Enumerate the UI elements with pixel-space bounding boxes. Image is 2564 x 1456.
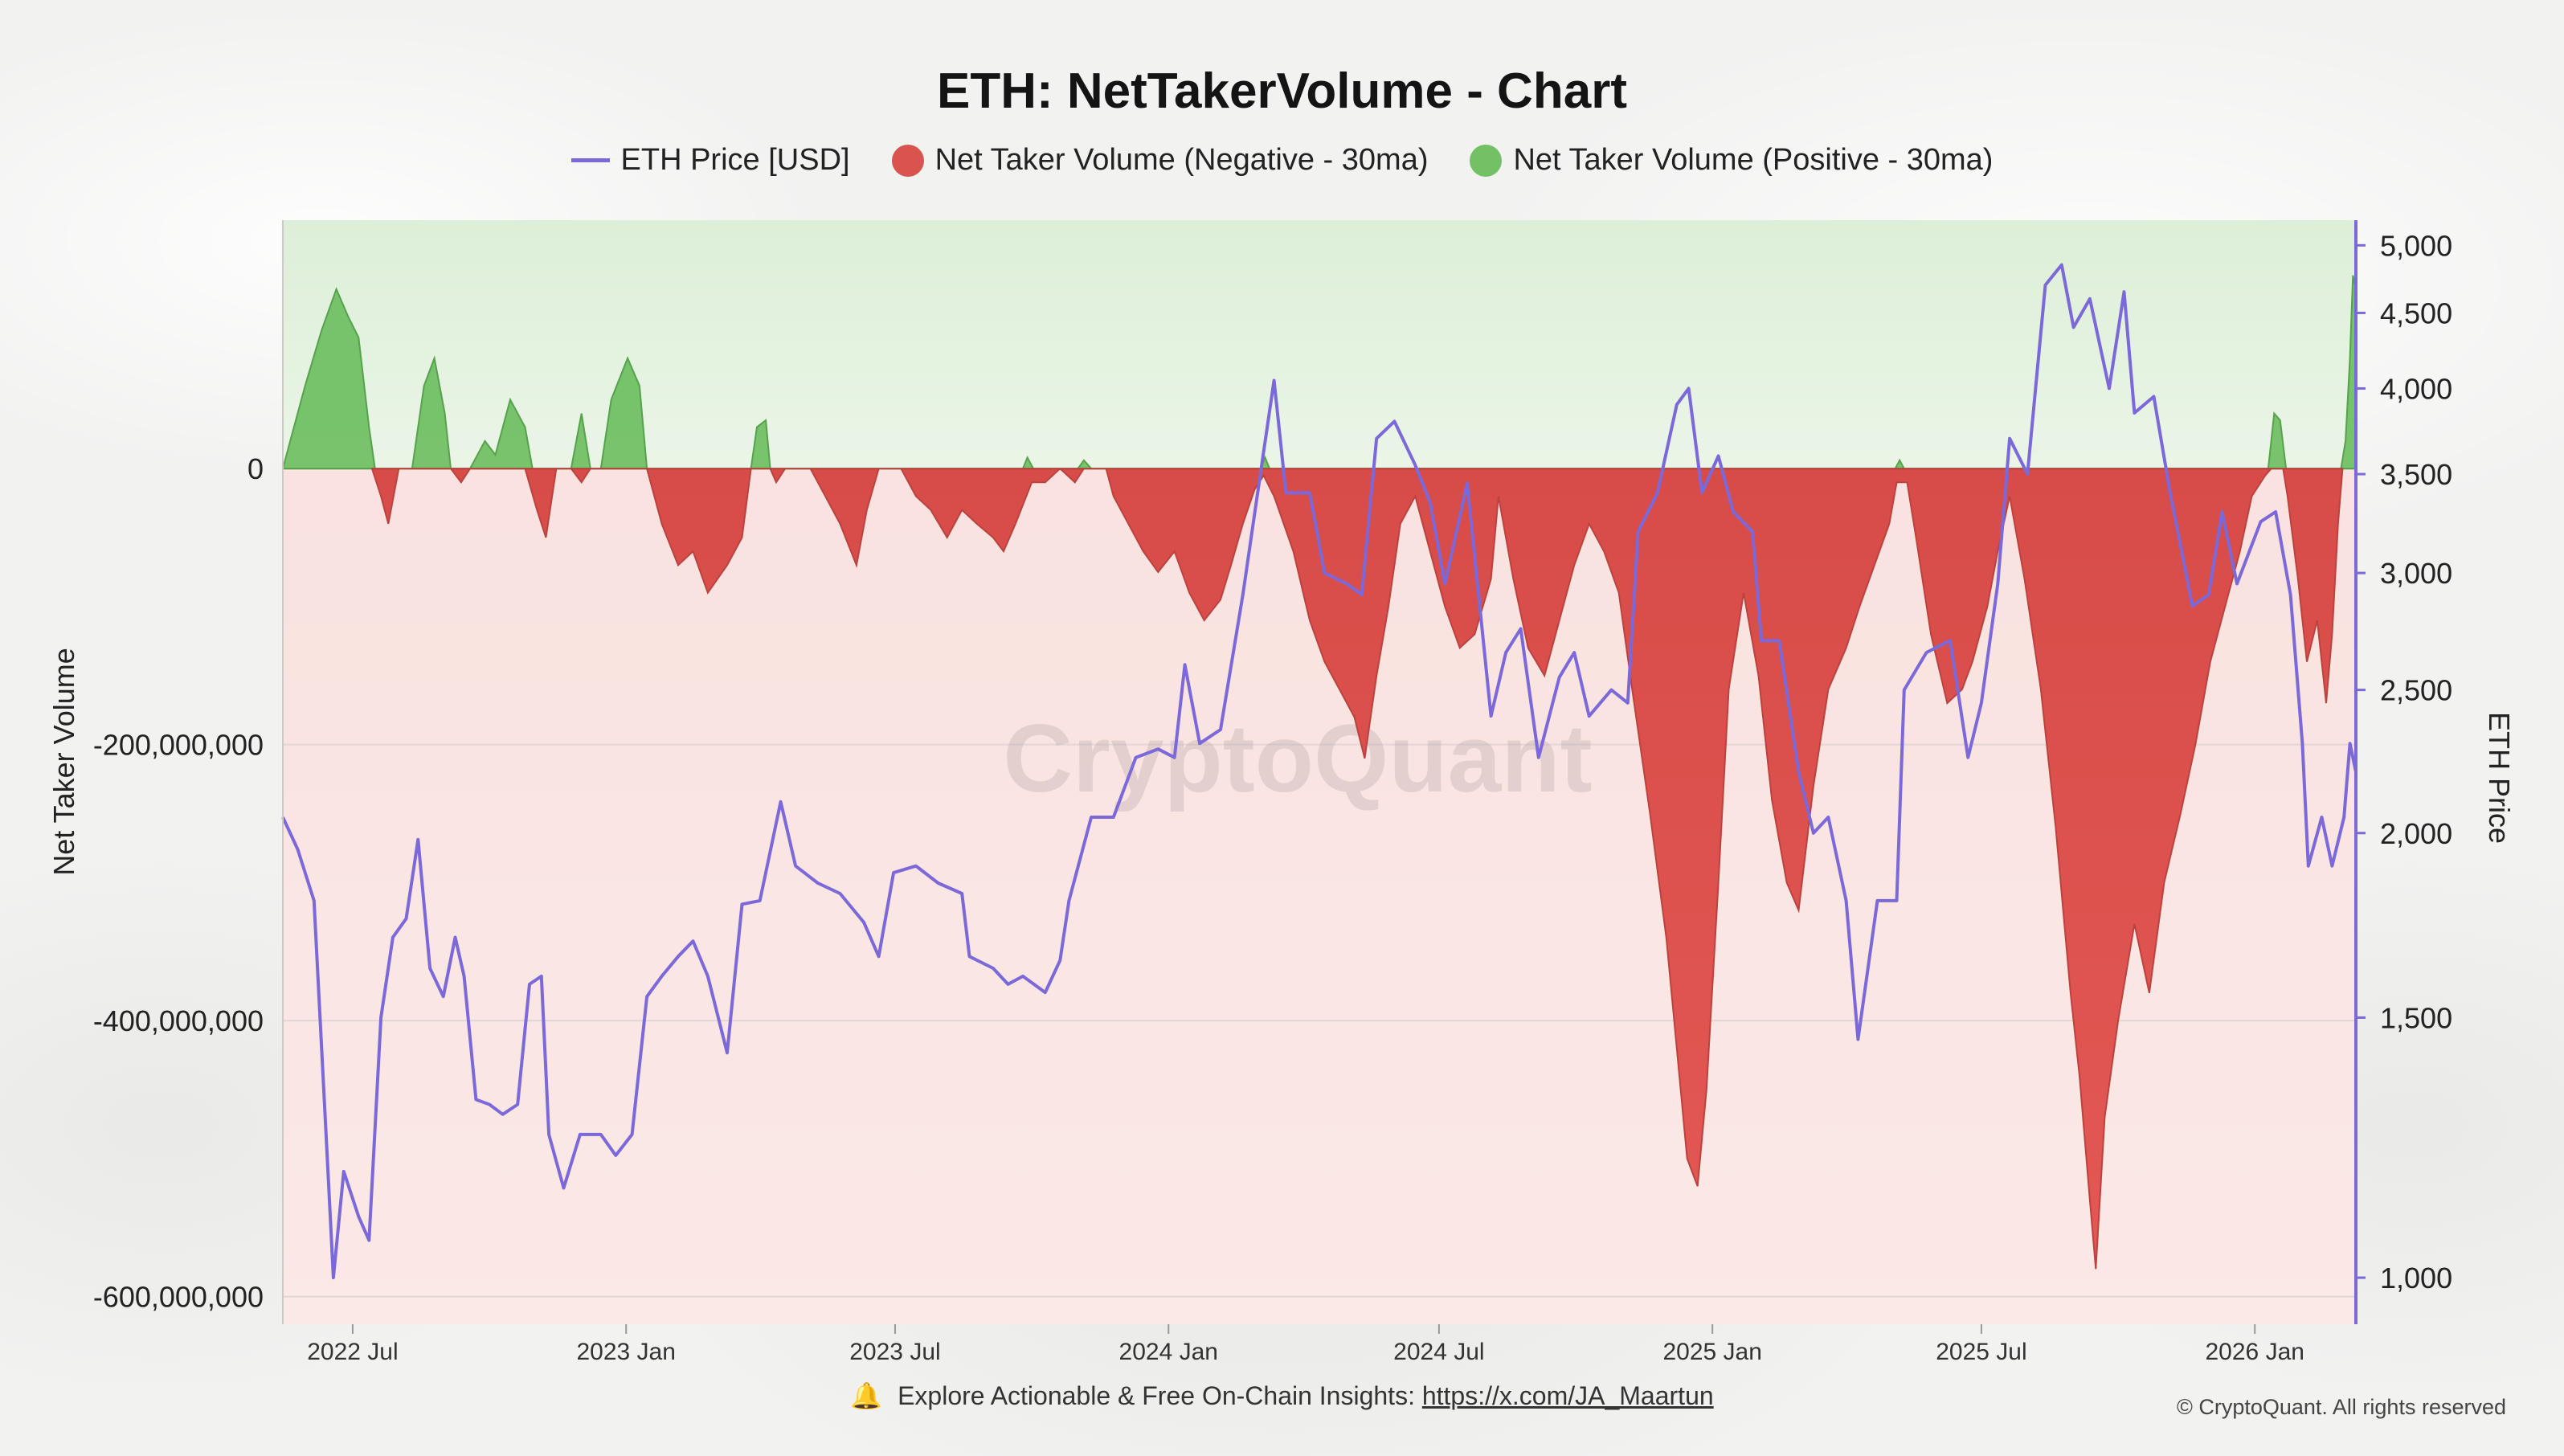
legend-dot-icon [891,144,924,177]
copyright: © CryptoQuant. All rights reserved [2176,1395,2506,1419]
y2-tick-label: 3,000 [2380,557,2452,590]
x-tick-label: 2023 Jan [576,1339,675,1365]
legend-label-positive: Net Taker Volume (Positive - 30ma) [1513,143,1994,177]
legend-dot-icon [1470,144,1503,177]
y-tick-label: -600,000,000 [93,1281,264,1314]
tick-labels: 0 -200,000,000 -400,000,000 -600,000,000 1,0… [93,229,2452,1365]
y-tick-label: -200,000,000 [93,729,264,762]
bell-icon: 🔔 [850,1381,883,1410]
legend-item-positive[interactable]: Net Taker Volume (Positive - 30ma) [1470,143,1993,178]
x-tick-label: 2024 Jul [1393,1339,1484,1365]
y2-tick-label: 4,500 [2380,297,2452,329]
watermark: CryptoQuant [1003,705,1592,812]
x-tick-label: 2026 Jan [2206,1339,2304,1365]
y-tick-label: -400,000,000 [93,1004,264,1037]
y2-tick-label: 3,500 [2380,458,2452,491]
series-layer [281,263,2357,1280]
x-tick-label: 2023 Jul [849,1339,940,1365]
legend-label-eth-price: ETH Price [USD] [620,143,850,177]
x-tick-label: 2025 Jan [1662,1339,1761,1365]
y2-tick-label: 4,000 [2380,372,2452,405]
legend-line-icon [570,158,610,162]
y-axis-label-right: ETH Price [2483,712,2516,844]
y2-tick-label: 2,000 [2380,817,2452,850]
legend-label-negative: Net Taker Volume (Negative - 30ma) [934,143,1429,177]
x-tick-label: 2022 Jul [307,1339,398,1365]
y-axis-label-left: Net Taker Volume [47,648,80,875]
footer-link[interactable]: https://x.com/JA_Maartun [1421,1381,1714,1410]
legend-item-eth-price[interactable]: ETH Price [USD] [570,143,850,178]
x-tick-label: 2024 Jan [1119,1339,1218,1365]
footer-text: Explore Actionable & Free On-Chain Insig… [898,1381,1415,1410]
legend-item-negative[interactable]: Net Taker Volume (Negative - 30ma) [891,143,1429,178]
footer-promo: 🔔 Explore Actionable & Free On-Chain Ins… [0,1380,2564,1411]
negative-volume-area [370,467,2344,1270]
chart-legend: ETH Price [USD] Net Taker Volume (Negati… [0,143,2564,178]
x-tick-label: 2025 Jul [1936,1339,2026,1365]
y2-tick-label: 1,500 [2380,1001,2452,1034]
plot-background [283,220,2356,1324]
axes [282,220,2357,1324]
y2-tick-label: 5,000 [2380,229,2452,262]
y-tick-label: 0 [247,452,264,485]
y2-tick-label: 1,000 [2380,1262,2452,1294]
positive-zone-bg [283,220,2356,469]
chart-title: ETH: NetTakerVolume - Chart [937,63,1627,119]
eth-price-line [281,263,2357,1280]
y2-tick-label: 2,500 [2380,674,2452,707]
